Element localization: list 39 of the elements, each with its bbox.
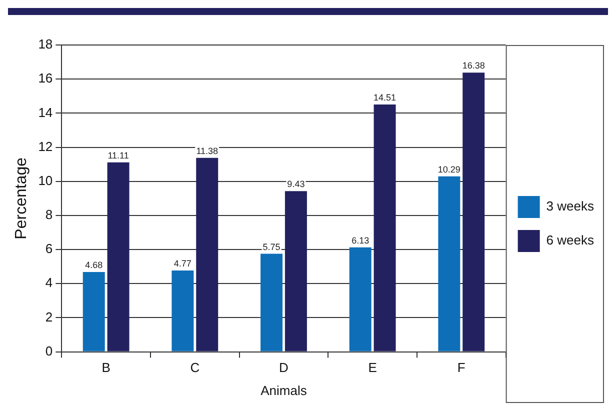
bar — [349, 247, 372, 352]
data-label: 11.38 — [196, 146, 218, 156]
y-axis-title: Percentage — [13, 157, 30, 240]
x-tick-label: D — [279, 360, 288, 376]
data-label: 9.43 — [287, 179, 305, 190]
data-label: 4.77 — [174, 258, 192, 268]
bar — [172, 270, 194, 352]
y-tick-label: 2 — [45, 309, 53, 324]
bar — [374, 104, 396, 352]
x-tick-label: F — [457, 360, 466, 376]
legend-label: 3 weeks — [546, 198, 594, 214]
data-label: 6.13 — [352, 235, 370, 246]
x-axis-title: Animals — [260, 382, 308, 398]
y-tick-label: 14 — [38, 104, 53, 120]
y-tick-label: 10 — [38, 172, 53, 188]
y-tick-label: 18 — [38, 36, 53, 52]
data-label: 11.11 — [108, 150, 129, 160]
y-tick-label: 6 — [45, 241, 53, 256]
bar — [462, 72, 485, 352]
bar — [438, 176, 460, 352]
data-label: 5.75 — [262, 242, 280, 252]
bar — [82, 272, 105, 352]
x-tick-label: C — [190, 360, 200, 376]
bar — [107, 162, 130, 352]
data-label: 10.29 — [438, 164, 460, 174]
data-label: 16.38 — [462, 60, 485, 71]
y-tick-label: 12 — [38, 138, 53, 154]
y-tick-label: 16 — [38, 70, 53, 86]
y-tick-label: 4 — [45, 275, 53, 290]
x-tick-label: E — [368, 360, 378, 376]
x-tick-label: B — [102, 360, 110, 376]
bar — [196, 158, 218, 352]
data-label: 4.68 — [85, 260, 103, 270]
data-label: 14.51 — [374, 92, 396, 102]
y-tick-label: 8 — [45, 207, 53, 222]
bar — [260, 254, 283, 352]
y-tick-label: 0 — [45, 343, 53, 358]
legend-label: 6 weeks — [546, 232, 594, 248]
bar — [284, 191, 307, 352]
